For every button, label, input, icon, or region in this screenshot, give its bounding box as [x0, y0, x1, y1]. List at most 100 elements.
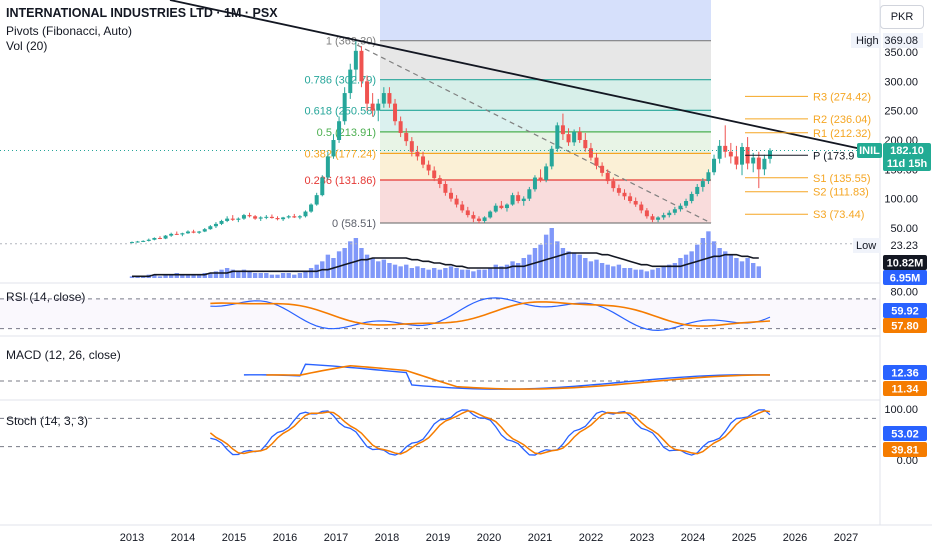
volume-bar: [661, 266, 666, 278]
candle: [241, 215, 246, 219]
high-value-bg: [883, 33, 923, 48]
candle: [325, 156, 330, 178]
candle: [275, 218, 280, 220]
volume-bar: [286, 273, 291, 278]
candle: [236, 218, 241, 220]
candle: [169, 233, 174, 236]
candle: [421, 156, 426, 165]
candle: [219, 220, 224, 224]
volume-bar: [543, 234, 549, 278]
candle: [482, 217, 487, 221]
symbol-badge: INIL: [859, 145, 880, 157]
fib-zone: [380, 131, 711, 154]
chart-title: INTERNATIONAL INDUSTRIES LTD · 1M · PSX: [6, 6, 278, 20]
pivots-indicator-label[interactable]: Pivots (Fibonacci, Auto): [6, 24, 133, 38]
candle: [292, 216, 297, 218]
volume-bar: [499, 266, 504, 278]
macd-label[interactable]: MACD (12, 26, close): [6, 348, 121, 362]
volume-bar: [487, 268, 493, 278]
pivot-label-S3: S3 (73.44): [813, 209, 864, 221]
volume-bar: [454, 268, 459, 278]
candle: [577, 131, 582, 140]
volume-bar: [521, 258, 526, 278]
volume-bar: [196, 274, 202, 278]
volume-bar: [297, 273, 303, 278]
candle: [616, 188, 621, 193]
volume-bar: [667, 264, 672, 278]
candle: [185, 231, 190, 234]
volume-bar: [588, 261, 594, 278]
rsi-ma-line: [210, 301, 771, 327]
candle: [409, 141, 414, 152]
price-tick-label: 350.00: [884, 47, 918, 59]
rsi-band: [0, 298, 880, 329]
volume-bar: [515, 263, 521, 278]
volume-bar: [247, 271, 252, 278]
candle: [157, 237, 162, 239]
candle: [398, 121, 403, 133]
candle: [247, 215, 252, 217]
rsi-label[interactable]: RSI (14, close): [6, 290, 86, 304]
candle: [404, 132, 409, 142]
candle: [225, 218, 230, 221]
volume-bar: [745, 258, 750, 278]
currency-button[interactable]: PKR: [880, 5, 924, 29]
volume-bar: [280, 273, 286, 278]
candle: [740, 147, 745, 165]
rsi-line: [210, 297, 771, 331]
volume-bar: [308, 268, 314, 278]
volume-bar: [152, 274, 157, 278]
candle: [432, 170, 437, 179]
volume-bar: [264, 273, 269, 278]
volume-bar: [157, 276, 163, 278]
volume-bar: [426, 269, 431, 278]
candle: [141, 240, 146, 242]
volume-bar: [739, 261, 745, 278]
volume-bar: [633, 269, 638, 278]
last-price-badge-bg: [883, 143, 931, 171]
volume-bar: [342, 248, 347, 278]
fib-label-0.236: 0.236 (131.86): [304, 175, 376, 187]
macd-value-badge: 12.36: [891, 368, 919, 380]
volume-bar: [622, 268, 627, 278]
candle: [717, 145, 722, 159]
candle: [415, 151, 420, 157]
candle: [387, 93, 392, 104]
candle: [213, 223, 218, 227]
volume-bar: [174, 273, 179, 278]
candle: [678, 205, 683, 210]
volume-bar: [493, 264, 498, 278]
volume-bar: [168, 274, 174, 278]
volume-bar: [432, 268, 437, 278]
candle: [454, 198, 459, 205]
volume-bar: [549, 228, 554, 278]
symbol-badge-bg: [857, 143, 882, 158]
candle: [269, 216, 274, 219]
time-axis-label: 2025: [732, 532, 756, 544]
time-axis-label: 2021: [528, 532, 552, 544]
candle: [353, 50, 358, 70]
volume-bar: [269, 274, 275, 278]
stoch-k-badge: 53.02: [891, 429, 919, 441]
candle: [331, 140, 336, 157]
candle: [191, 231, 196, 233]
volume-bar: [678, 258, 683, 278]
volume-bar: [191, 274, 196, 278]
candle: [583, 140, 588, 149]
volume-bar: [476, 269, 482, 278]
stoch-label[interactable]: Stoch (14, 3, 3): [6, 414, 89, 428]
volume-bar: [756, 266, 762, 278]
volume-bar: [655, 268, 661, 278]
price-tick-label: 300.00: [884, 76, 918, 88]
price-tick-label: 100.00: [884, 194, 918, 206]
candle: [426, 164, 431, 171]
candle: [460, 204, 465, 211]
volume-bar: [219, 269, 224, 278]
candle: [544, 166, 549, 180]
volume-bar: [448, 266, 454, 278]
candle: [152, 237, 157, 240]
candle: [309, 204, 314, 212]
volume-bar: [404, 264, 409, 278]
volume-indicator-label[interactable]: Vol (20): [6, 39, 48, 53]
